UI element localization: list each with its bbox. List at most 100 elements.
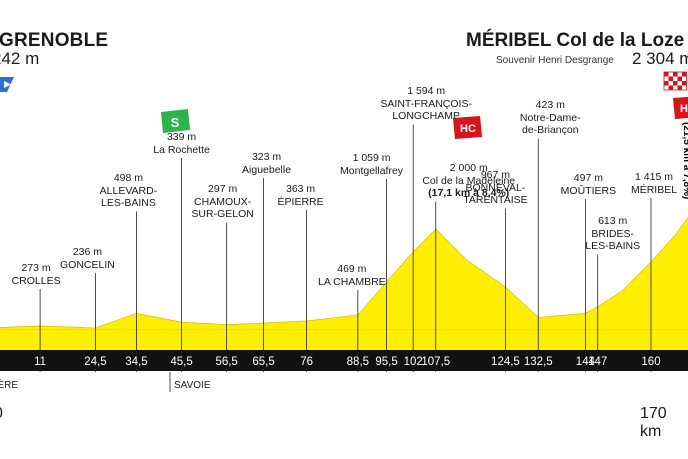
waypoint-altitude: 273 m	[21, 262, 51, 274]
km-label: 45,5	[170, 356, 193, 368]
km-label: 76	[300, 356, 313, 368]
waypoint-label: 967 m BONNEVAL- TARENTAISE	[463, 169, 527, 207]
waypoint-name: ALLEVARD-	[99, 184, 158, 197]
waypoint-altitude: 497 m	[573, 172, 603, 184]
distance-start: 0	[0, 405, 3, 423]
waypoint-name: Aiguebelle	[242, 163, 292, 176]
finish-flag-cell	[673, 76, 678, 81]
sprint-icon	[161, 109, 190, 133]
waypoint-name: de-Briançon	[521, 124, 579, 136]
climb-detail-loze: (21,5 km à 7,8%)	[681, 122, 688, 199]
waypoint-label: 236 m GONCELIN	[60, 246, 115, 271]
start-city: GRENOBLE	[0, 30, 109, 51]
finish-flag-cell	[682, 72, 687, 77]
finish-flag-cell	[668, 72, 673, 77]
km-label: 160	[641, 356, 661, 368]
waypoint-name: Col de la Madeleine	[422, 174, 516, 187]
finish-city: MÉRIBEL Col de la Loze	[466, 30, 685, 51]
profile-base	[0, 330, 688, 350]
waypoint-label: 339 m La Rochette	[153, 131, 210, 156]
km-label: 147	[588, 356, 608, 368]
finish-flag-cell	[668, 81, 673, 86]
waypoint-altitude: 323 m	[251, 151, 282, 163]
waypoint-label: 323 m Aiguebelle	[242, 151, 291, 176]
finish-flag-cell	[682, 81, 687, 86]
km-label: 88,5	[346, 356, 370, 368]
finish-flag-icon	[663, 71, 687, 91]
waypoint-altitude: 2 000 m	[449, 162, 488, 174]
finish-flag-cell	[664, 76, 669, 81]
waypoint-name: TARENTAISE	[463, 194, 528, 206]
waypoint-label: 613 m BRIDES- LES-BAINS	[585, 215, 640, 253]
finish-flag-cell	[664, 81, 669, 86]
finish-flag-cell	[664, 72, 669, 77]
finish-flag-cell	[664, 85, 669, 90]
waypoint-name: SUR-GELON	[191, 208, 254, 220]
km-band	[0, 350, 688, 371]
waypoint-altitude: 613 m	[598, 215, 628, 227]
waypoint-altitude: 1 059 m	[352, 152, 391, 164]
waypoint-name: LONGCHAMP	[392, 110, 461, 122]
waypoint-label: 297 m CHAMOUX- SUR-GELON	[191, 183, 253, 221]
waypoint-label: 1 415 m MÉRIBEL	[631, 171, 677, 196]
waypoint-altitude: 498 m	[113, 172, 144, 184]
waypoint-name: GONCELIN	[60, 258, 115, 271]
finish-flag-cell	[668, 76, 673, 81]
start-arrow-icon	[4, 81, 11, 88]
waypoint-altitude: 469 m	[337, 263, 367, 275]
waypoint-altitude: 236 m	[72, 246, 103, 258]
waypoint-altitude: 1 415 m	[635, 171, 673, 183]
waypoint-name: BONNEVAL-	[465, 181, 526, 194]
distance-end: 170 km	[640, 405, 667, 440]
waypoint-label: 1 059 m Montgellafrey	[340, 152, 403, 177]
km-label: 132,5	[523, 356, 553, 368]
waypoint-altitude: 339 m	[166, 131, 197, 143]
hc-loze-icon	[673, 96, 688, 119]
finish-flag-cell	[673, 81, 678, 86]
km-label: 102	[403, 356, 423, 368]
finish-flag-cell	[668, 85, 673, 90]
waypoint-name: La Rochette	[153, 143, 210, 156]
climb-detail: (17,1 km à 8,4%)	[428, 187, 510, 199]
finish-flag-cell	[677, 81, 682, 86]
km-label: 95,5	[375, 356, 398, 368]
waypoint-name: CHAMOUX-	[194, 195, 252, 208]
waypoint-name: SAINT-FRANÇOIS-	[380, 97, 472, 110]
km-label: 56,5	[215, 356, 238, 368]
waypoint-name: MOÛTIERS	[560, 184, 617, 197]
finish-flag-cell	[682, 85, 687, 90]
km-label: 24,5	[84, 356, 107, 368]
waypoint-name: ÉPIERRE	[277, 195, 324, 208]
finish-flag-cell	[682, 76, 687, 81]
km-label: 65,5	[252, 356, 275, 368]
waypoint-label: 469 m LA CHAMBRE	[318, 263, 386, 288]
finish-flag-cell	[677, 76, 682, 81]
waypoint-name: LES-BAINS	[585, 240, 641, 252]
waypoint-altitude: 297 m	[208, 183, 238, 195]
km-label: 34,5	[125, 356, 148, 368]
finish-flag-cell	[673, 72, 678, 77]
waypoint-label: 497 m MOÛTIERS	[561, 172, 616, 197]
start-altitude: 242 m	[0, 49, 40, 68]
km-label: 124,5	[491, 356, 520, 368]
waypoint-name: Montgellafrey	[340, 164, 404, 177]
department-right: SAVOIE	[174, 380, 211, 391]
waypoint-label: 1 594 m SAINT-FRANÇOIS- LONGCHAMP	[380, 85, 472, 123]
waypoint-name: LA CHAMBRE	[318, 275, 386, 288]
hc-madeleine-icon	[453, 116, 482, 139]
waypoint-altitude: 423 m	[535, 99, 565, 111]
waypoint-name: BRIDES-	[591, 227, 634, 240]
department-left: ISÈRE	[0, 380, 19, 391]
waypoint-label: 423 m Notre-Dame-de-Briançon	[520, 99, 581, 137]
waypoint-label: 498 m ALLEVARD- LES-BAINS	[100, 172, 158, 210]
hc-madeleine-label: HC	[460, 123, 476, 135]
waypoint-label: 363 m ÉPIERRE	[278, 183, 324, 208]
km-label: 107,5	[421, 356, 451, 368]
finish-subtitle: Souvenir Henri Desgrange	[496, 55, 614, 66]
waypoint-name: Notre-Dame-	[519, 111, 581, 124]
km-label: 144	[575, 356, 595, 368]
km-label: 11	[34, 356, 47, 368]
waypoint-altitude: 363 m	[285, 183, 316, 195]
waypoint-label: 273 m CROLLES	[12, 262, 61, 287]
